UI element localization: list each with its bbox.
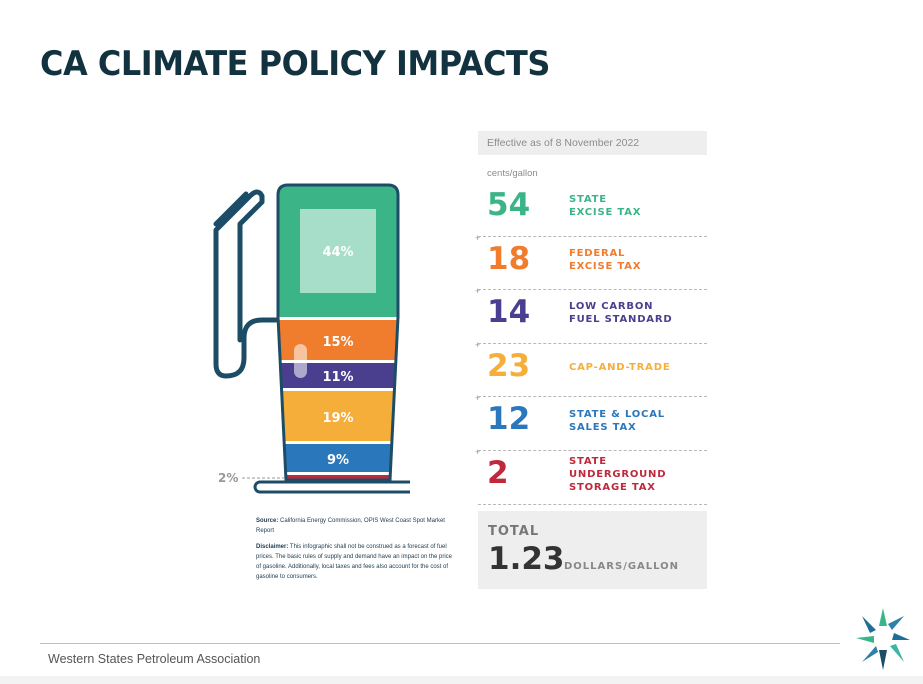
component-row: 2 STATE UNDERGROUND STORAGE TAX	[478, 451, 707, 505]
segment-cap-and-trade	[282, 391, 394, 441]
component-label: STATE EXCISE TAX	[569, 194, 642, 219]
total-box: TOTAL 1.23 DOLLARS/GALLON	[478, 510, 707, 589]
component-value: 23	[487, 347, 531, 384]
component-label: LOW CARBON FUEL STANDARD	[569, 301, 673, 326]
disclaimer-text: This infographic shall not be construed …	[256, 544, 453, 580]
pump-hose	[213, 189, 279, 379]
disclaimer-label: Disclaimer:	[256, 544, 289, 550]
component-row: 23 CAP-AND-TRADE +	[475, 344, 707, 403]
component-label: STATE & LOCAL SALES TAX	[569, 408, 665, 433]
segment-lcfs	[280, 363, 396, 388]
units-label: cents/gallon	[487, 168, 538, 179]
total-unit: DOLLARS/GALLON	[564, 560, 680, 572]
bottom-band	[0, 676, 923, 684]
total-label: TOTAL	[488, 523, 540, 539]
segment-sales-tax	[284, 444, 392, 472]
component-value: 12	[487, 401, 531, 438]
pump-label-sales-tax: 9%	[327, 453, 349, 468]
pump-label-cap-and-trade: 19%	[322, 411, 353, 426]
breakdown-panel: Effective as of 8 November 2022 cents/ga…	[475, 131, 707, 589]
pump-label-federal-excise: 15%	[322, 335, 353, 350]
effective-date: Effective as of 8 November 2022	[478, 131, 707, 155]
component-value: 18	[487, 240, 531, 277]
gas-pump-icon: 44% 15% 11% 19% 9% 2%	[213, 183, 410, 494]
pump-label-state-excise: 44%	[322, 245, 353, 260]
total-value: 1.23	[488, 540, 565, 577]
source-notes: Source: California Energy Commission, OP…	[256, 516, 456, 588]
component-label: CAP-AND-TRADE	[569, 361, 671, 373]
footer-divider	[40, 643, 840, 644]
component-value: 14	[487, 294, 531, 331]
component-row: 54 STATE EXCISE TAX +	[475, 183, 707, 243]
source-text: California Energy Commission, OPIS West …	[256, 518, 445, 534]
footer-org-name: Western States Petroleum Association	[48, 652, 261, 666]
nozzle-handle	[294, 344, 307, 378]
source-label: Source:	[256, 518, 279, 524]
component-label: FEDERAL EXCISE TAX	[569, 247, 642, 272]
page-title: CA CLIMATE POLICY IMPACTS	[40, 44, 550, 84]
pump-base	[253, 480, 410, 494]
pump-label-lcfs: 11%	[322, 370, 353, 385]
component-label: STATE UNDERGROUND STORAGE TAX	[569, 455, 667, 493]
pump-label-ust: 2%	[218, 471, 238, 485]
component-value: 54	[487, 187, 531, 223]
component-row: 14 LOW CARBON FUEL STANDARD +	[475, 290, 707, 350]
component-value: 2	[487, 454, 509, 491]
wspa-starburst-logo	[856, 608, 910, 670]
component-row: 18 FEDERAL EXCISE TAX +	[475, 237, 707, 296]
pump-display-window	[300, 209, 376, 293]
component-row: 12 STATE & LOCAL SALES TAX +	[475, 397, 707, 457]
segment-federal-excise	[278, 320, 398, 360]
